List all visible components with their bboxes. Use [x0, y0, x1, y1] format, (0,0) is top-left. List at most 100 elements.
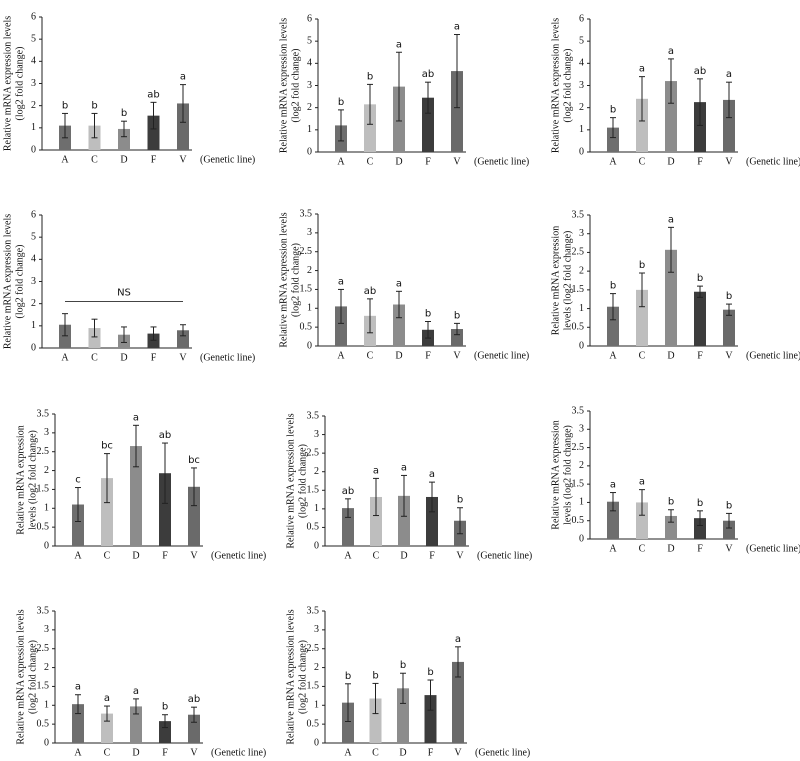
- x-axis-label: (Genetic line): [211, 747, 266, 758]
- y-tick-label: 4: [579, 58, 584, 69]
- bar: [177, 103, 189, 150]
- y-tick-label: 1: [579, 497, 584, 508]
- significance-letter: a: [726, 69, 732, 80]
- y-tick-label: 3: [31, 276, 36, 287]
- bar: [101, 478, 113, 546]
- significance-letter: c: [75, 475, 81, 486]
- y-tick-label: 2.5: [307, 447, 320, 458]
- x-tick-label: V: [456, 550, 464, 561]
- y-tick-label: 3: [44, 624, 49, 635]
- annotation: NS: [117, 287, 131, 298]
- y-tick-label: 3: [314, 429, 319, 440]
- x-tick-label: V: [179, 154, 187, 165]
- y-axis-label: Relative mRNA expression: [550, 226, 561, 335]
- x-tick-label: A: [61, 352, 69, 363]
- significance-letter: a: [454, 22, 460, 33]
- significance-letter: b: [697, 273, 703, 284]
- y-axis-label: Relative mRNA expression levels: [2, 214, 13, 349]
- significance-letter: a: [401, 462, 407, 473]
- significance-letter: b: [91, 100, 97, 111]
- significance-letter: ab: [694, 66, 706, 77]
- y-tick-label: 1: [579, 124, 584, 135]
- bar: [188, 486, 200, 546]
- y-tick-label: 3.5: [307, 410, 320, 421]
- bar: [694, 102, 706, 152]
- y-tick-label: 2: [314, 662, 319, 673]
- significance-letter: ab: [364, 286, 376, 297]
- x-tick-label: C: [367, 350, 374, 361]
- x-tick-label: A: [609, 156, 617, 167]
- y-tick-label: 0: [314, 540, 319, 551]
- x-tick-label: V: [190, 747, 198, 758]
- significance-letter: a: [373, 465, 379, 476]
- x-tick-label: A: [337, 350, 345, 361]
- y-axis-label: (log2 fold change): [290, 243, 301, 317]
- significance-letter: b: [726, 291, 732, 302]
- y-tick-label: 2: [579, 102, 584, 113]
- y-tick-label: 6: [579, 13, 584, 24]
- significance-letter: a: [133, 412, 139, 423]
- bar: [451, 71, 463, 152]
- x-tick-label: C: [104, 747, 111, 758]
- x-axis-label: (Genetic line): [200, 154, 255, 165]
- y-tick-label: 2: [579, 460, 584, 471]
- x-tick-label: D: [399, 747, 406, 758]
- significance-letter: a: [396, 278, 402, 289]
- x-axis-label: (Genetic line): [211, 550, 266, 561]
- x-axis-label: (Genetic line): [746, 350, 800, 361]
- significance-letter: b: [345, 671, 351, 682]
- significance-letter: b: [697, 498, 703, 509]
- y-tick-label: 0: [44, 737, 49, 748]
- x-tick-label: F: [428, 747, 434, 758]
- x-tick-label: C: [91, 352, 98, 363]
- x-axis-label: (Genetic line): [477, 550, 532, 561]
- significance-letter: a: [133, 686, 139, 697]
- significance-letter: b: [726, 500, 732, 511]
- significance-letter: a: [668, 46, 674, 57]
- bar: [118, 128, 130, 150]
- y-tick-label: 1: [31, 320, 36, 331]
- significance-letter: b: [668, 497, 674, 508]
- y-tick-label: 4: [31, 56, 36, 67]
- bar: [426, 496, 438, 546]
- y-tick-label: 0.5: [37, 521, 50, 532]
- bar: [607, 127, 619, 152]
- x-tick-label: F: [162, 747, 168, 758]
- x-tick-label: F: [429, 550, 435, 561]
- y-tick-label: 1.5: [37, 681, 50, 692]
- significance-letter: ab: [188, 694, 200, 705]
- x-tick-label: C: [639, 350, 646, 361]
- bar: [607, 306, 619, 346]
- y-tick-label: 1: [314, 700, 319, 711]
- y-axis-label: (log2 fold change): [14, 245, 25, 319]
- x-axis-label: (Genetic line): [746, 156, 800, 167]
- y-axis-label: (log2 fold change): [562, 49, 573, 123]
- x-tick-label: C: [373, 550, 380, 561]
- y-tick-label: 1.5: [307, 485, 320, 496]
- x-tick-label: F: [425, 156, 431, 167]
- y-tick-label: 0: [579, 340, 584, 351]
- y-tick-label: 0.5: [300, 321, 313, 332]
- y-tick-label: 3: [307, 80, 312, 91]
- y-axis-label: (log2 fold change): [14, 47, 25, 121]
- y-tick-label: 3.5: [572, 209, 585, 220]
- x-tick-label: D: [395, 350, 402, 361]
- bar: [147, 333, 160, 348]
- x-tick-label: C: [104, 550, 111, 561]
- bar: [393, 304, 405, 346]
- y-tick-label: 2: [579, 265, 584, 276]
- y-tick-label: 5: [31, 231, 36, 242]
- bar: [159, 721, 171, 743]
- y-tick-label: 0: [579, 146, 584, 157]
- bar: [636, 98, 648, 152]
- significance-letter: a: [396, 39, 402, 50]
- significance-letter: a: [455, 634, 461, 645]
- x-tick-label: D: [667, 156, 674, 167]
- bar: [342, 702, 354, 743]
- y-tick-label: 2.5: [37, 643, 50, 654]
- x-tick-label: V: [725, 543, 733, 554]
- y-tick-label: 2.5: [307, 643, 320, 654]
- bar: [147, 115, 160, 150]
- y-tick-label: 2: [31, 298, 36, 309]
- bar: [369, 698, 382, 743]
